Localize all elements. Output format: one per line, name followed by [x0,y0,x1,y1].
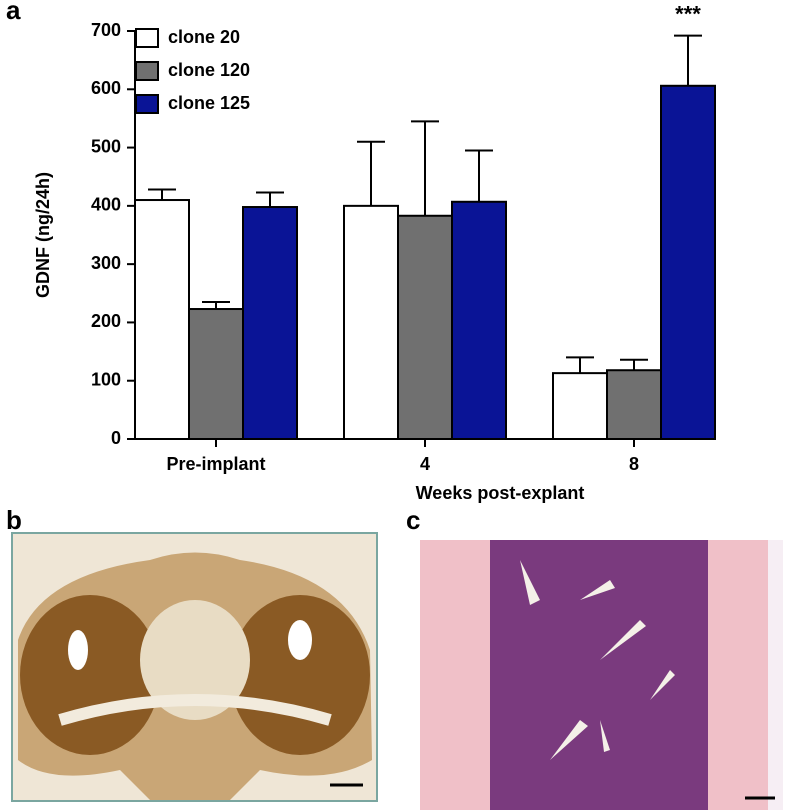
bar [552,372,608,440]
legend-swatch [135,94,159,114]
significance-annotation: *** [675,1,701,26]
legend-label: clone 120 [168,60,250,80]
error-bar [674,34,702,86]
legend-label: clone 125 [168,93,250,113]
y-axis-label: GDNF (ng/24h) [33,172,53,298]
legend-swatch [135,28,159,48]
error-bar [148,188,176,201]
error-bar [620,358,648,371]
panel-label: a [6,0,21,25]
y-tick-label: 0 [111,428,121,448]
legend-swatch [135,61,159,81]
x-tick-label: 8 [629,454,639,474]
y-tick-label: 400 [91,195,121,215]
y-tick-label: 300 [91,253,121,273]
panel-label: b [6,505,22,535]
error-bar [202,301,230,310]
micrograph-c [420,540,783,810]
y-tick-label: 100 [91,369,121,389]
y-tick-label: 600 [91,78,121,98]
error-bar [256,191,284,208]
x-tick-label: 4 [420,454,430,474]
x-axis-label: Weeks post-explant [416,483,585,503]
bar [660,84,716,440]
x-tick-label: Pre-implant [166,454,265,474]
bar [134,199,190,440]
axes [134,31,715,440]
panel-label: c [406,505,420,535]
bar [188,308,244,440]
error-bar [465,149,493,202]
bar [397,214,453,440]
bar [242,206,298,440]
y-tick-label: 200 [91,311,121,331]
error-bar [411,120,439,216]
micrograph-b [11,532,378,802]
bar [606,369,662,441]
error-bar [566,356,594,374]
y-tick-label: 500 [91,136,121,156]
bar [343,204,399,440]
legend-label: clone 20 [168,27,240,47]
error-bar [357,140,385,206]
bar [451,200,507,440]
y-tick-label: 700 [91,20,121,40]
